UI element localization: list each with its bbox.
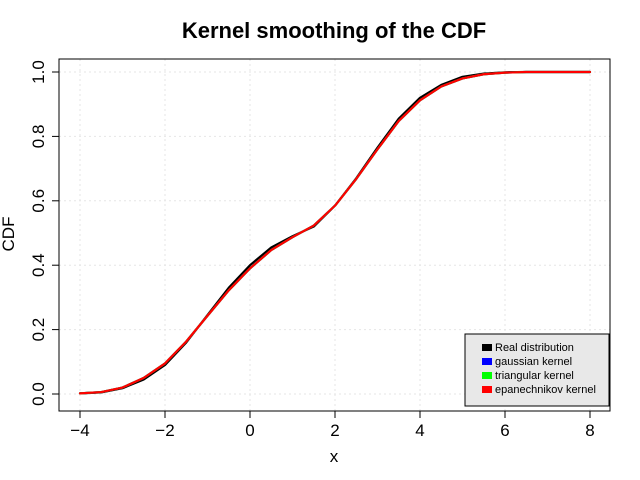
legend: Real distribution gaussian kernel triangul…	[464, 333, 610, 407]
x-tick-label-5: 6	[500, 421, 509, 440]
legend-label-2: triangular kernel	[495, 370, 574, 382]
legend-label-0: Real distribution	[495, 342, 574, 354]
y-tick-label-4: 0.8	[29, 125, 48, 149]
x-tick-label-6: 8	[585, 421, 594, 440]
legend-swatch-1	[482, 358, 492, 365]
x-tick-label-2: 0	[245, 421, 254, 440]
y-tick-label-0: 0.0	[29, 382, 48, 406]
y-axis: 0.0 0.2 0.4 0.6 0.8 1.0	[29, 60, 60, 406]
y-tick-label-5: 1.0	[29, 60, 48, 84]
y-tick-label-3: 0.6	[29, 189, 48, 213]
legend-label-1: gaussian kernel	[495, 356, 572, 368]
x-tick-label-1: −2	[155, 421, 174, 440]
chart-title: Kernel smoothing of the CDF	[182, 18, 486, 43]
grid-layer	[59, 59, 610, 411]
legend-label-3: epanechnikov kernel	[495, 384, 596, 396]
legend-swatch-3	[482, 386, 492, 393]
series-layer	[78, 70, 592, 395]
x-tick-label-3: 2	[330, 421, 339, 440]
x-tick-label-0: −4	[70, 421, 89, 440]
legend-swatch-0	[482, 344, 492, 351]
y-tick-label-1: 0.2	[29, 318, 48, 342]
x-tick-label-4: 4	[415, 421, 424, 440]
series-line-epanechnikov-kernel	[78, 70, 592, 395]
y-axis-label: CDF	[0, 217, 18, 252]
legend-swatch-2	[482, 372, 492, 379]
y-tick-label-2: 0.4	[29, 253, 48, 277]
x-axis-label: x	[330, 447, 339, 466]
x-axis: −4 −2 0 2 4 6 8	[70, 410, 595, 440]
